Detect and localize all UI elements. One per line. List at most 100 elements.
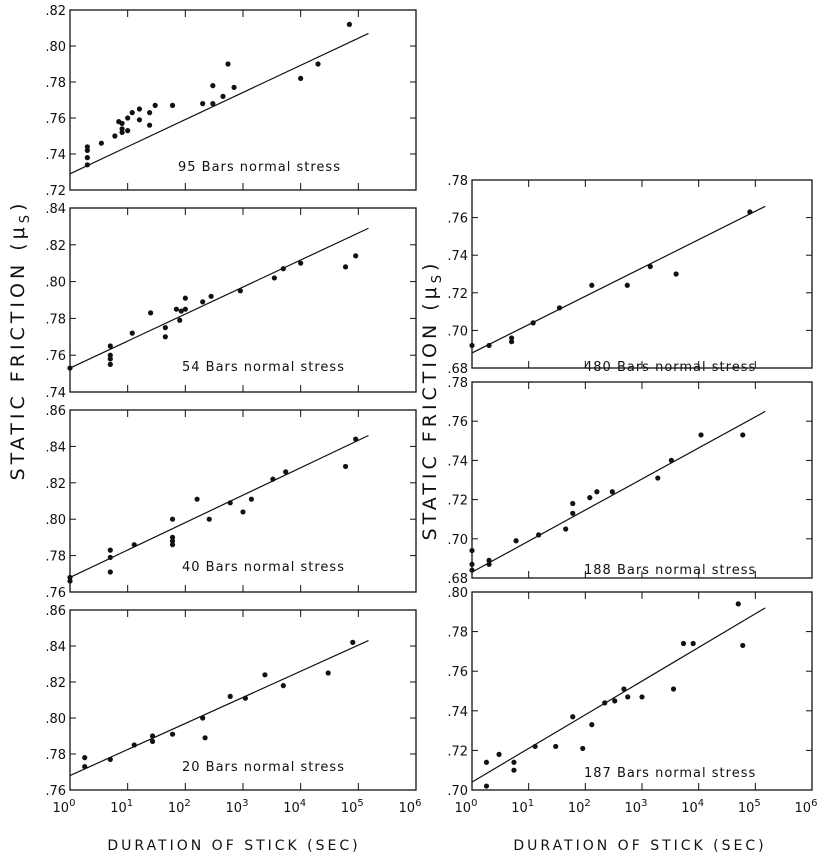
fit-line <box>69 434 369 578</box>
data-point <box>483 759 490 765</box>
data-point <box>119 126 125 132</box>
data-point <box>136 106 143 112</box>
y-tick-label: .76 <box>447 665 468 680</box>
y-tick-label: .84 <box>45 202 66 217</box>
data-point <box>589 722 595 728</box>
x-axis-title-right: DURATION OF STICK (SEC) <box>513 838 766 854</box>
data-point <box>350 639 356 646</box>
y-tick-label: .86 <box>45 404 66 419</box>
data-point <box>639 694 645 700</box>
panel-label: 480 Bars normal stress <box>584 360 756 375</box>
y-tick-label: .78 <box>45 76 66 91</box>
data-point <box>483 783 490 789</box>
data-point <box>131 742 137 748</box>
data-point <box>530 320 536 326</box>
y-tick-label: .76 <box>45 586 66 601</box>
data-point <box>740 432 746 438</box>
data-point <box>107 356 113 362</box>
data-point <box>107 352 113 358</box>
x-tick-label: 105 <box>738 798 761 816</box>
data-point <box>208 293 214 299</box>
data-point <box>511 759 517 765</box>
data-point <box>169 102 176 108</box>
data-point <box>496 751 502 757</box>
data-point <box>210 83 216 89</box>
data-point <box>602 700 608 706</box>
data-point <box>84 147 90 153</box>
data-point <box>587 495 593 501</box>
data-point <box>570 714 576 720</box>
data-point <box>589 282 595 288</box>
data-point <box>315 61 321 67</box>
y-tick-label: .78 <box>447 626 468 641</box>
panel-7: .70 .72 .74 .76 .78 .80 187 Bars normal stress… <box>447 586 817 816</box>
panel-label: 95 Bars normal stress <box>178 160 341 175</box>
data-point <box>67 578 73 584</box>
y-tick-label: .80 <box>45 276 66 291</box>
data-point <box>149 738 156 745</box>
y-tick-label: .68 <box>447 572 468 587</box>
data-point <box>129 110 135 116</box>
data-point <box>353 436 359 442</box>
data-point <box>200 101 206 107</box>
y-tick-label: .76 <box>45 349 66 364</box>
data-point <box>242 695 248 701</box>
data-point <box>570 500 576 507</box>
data-point <box>220 93 226 99</box>
fit-line <box>69 32 369 175</box>
y-tick-label: .72 <box>447 494 468 509</box>
data-point <box>162 325 168 331</box>
panel-2: .74 .76 .78 .80 .82 .84 54 Bars normal stress <box>45 202 417 401</box>
y-tick-label: .78 <box>447 174 468 189</box>
data-point <box>225 61 231 67</box>
y-tick-label: .68 <box>447 362 468 377</box>
data-point <box>98 140 104 146</box>
panel-6: .68 .70 .72 .74 .76 .78 188 Bars normal stress <box>447 376 813 587</box>
y-tick-label: .86 <box>45 604 66 619</box>
y-tick-label: .74 <box>45 386 66 401</box>
data-point <box>162 334 168 340</box>
data-point <box>146 110 153 116</box>
y-tick-label: .84 <box>45 440 66 455</box>
data-point <box>136 117 143 123</box>
x-tick-label: 105 <box>341 798 364 816</box>
data-point <box>237 288 243 294</box>
y-tick-label: .78 <box>45 550 66 565</box>
data-point <box>342 463 349 470</box>
data-point <box>182 306 188 312</box>
data-point <box>680 640 687 647</box>
data-point <box>353 253 359 259</box>
data-point <box>486 561 492 567</box>
y-tick-label: .74 <box>45 148 66 163</box>
y-tick-label: .74 <box>447 705 468 720</box>
y-tick-label: .70 <box>447 533 468 548</box>
data-point <box>84 144 90 150</box>
data-point <box>231 84 237 90</box>
panel-frame <box>471 381 813 579</box>
x-tick-label: 100 <box>455 798 478 816</box>
data-point <box>169 516 176 522</box>
y-tick-label: .84 <box>45 640 66 655</box>
data-point <box>107 361 113 367</box>
data-point <box>580 745 586 752</box>
data-point <box>612 698 618 704</box>
data-point <box>248 496 255 502</box>
data-point <box>148 310 154 316</box>
panel-1: .72 .74 .76 .78 .80 .82 95 Bars normal stress <box>45 4 417 199</box>
data-point <box>227 500 233 506</box>
data-point <box>152 102 158 108</box>
y-tick-label: .78 <box>45 748 66 763</box>
y-tick-label: .76 <box>45 784 66 799</box>
data-point <box>469 547 475 554</box>
y-tick-label: .82 <box>45 239 66 254</box>
y-tick-label: .72 <box>447 287 468 302</box>
data-point <box>280 266 286 272</box>
data-point <box>325 670 331 676</box>
data-point <box>169 542 176 548</box>
data-point <box>125 128 131 134</box>
data-point <box>625 694 631 700</box>
data-point <box>280 683 286 689</box>
data-point <box>298 75 304 81</box>
data-point <box>594 489 600 495</box>
